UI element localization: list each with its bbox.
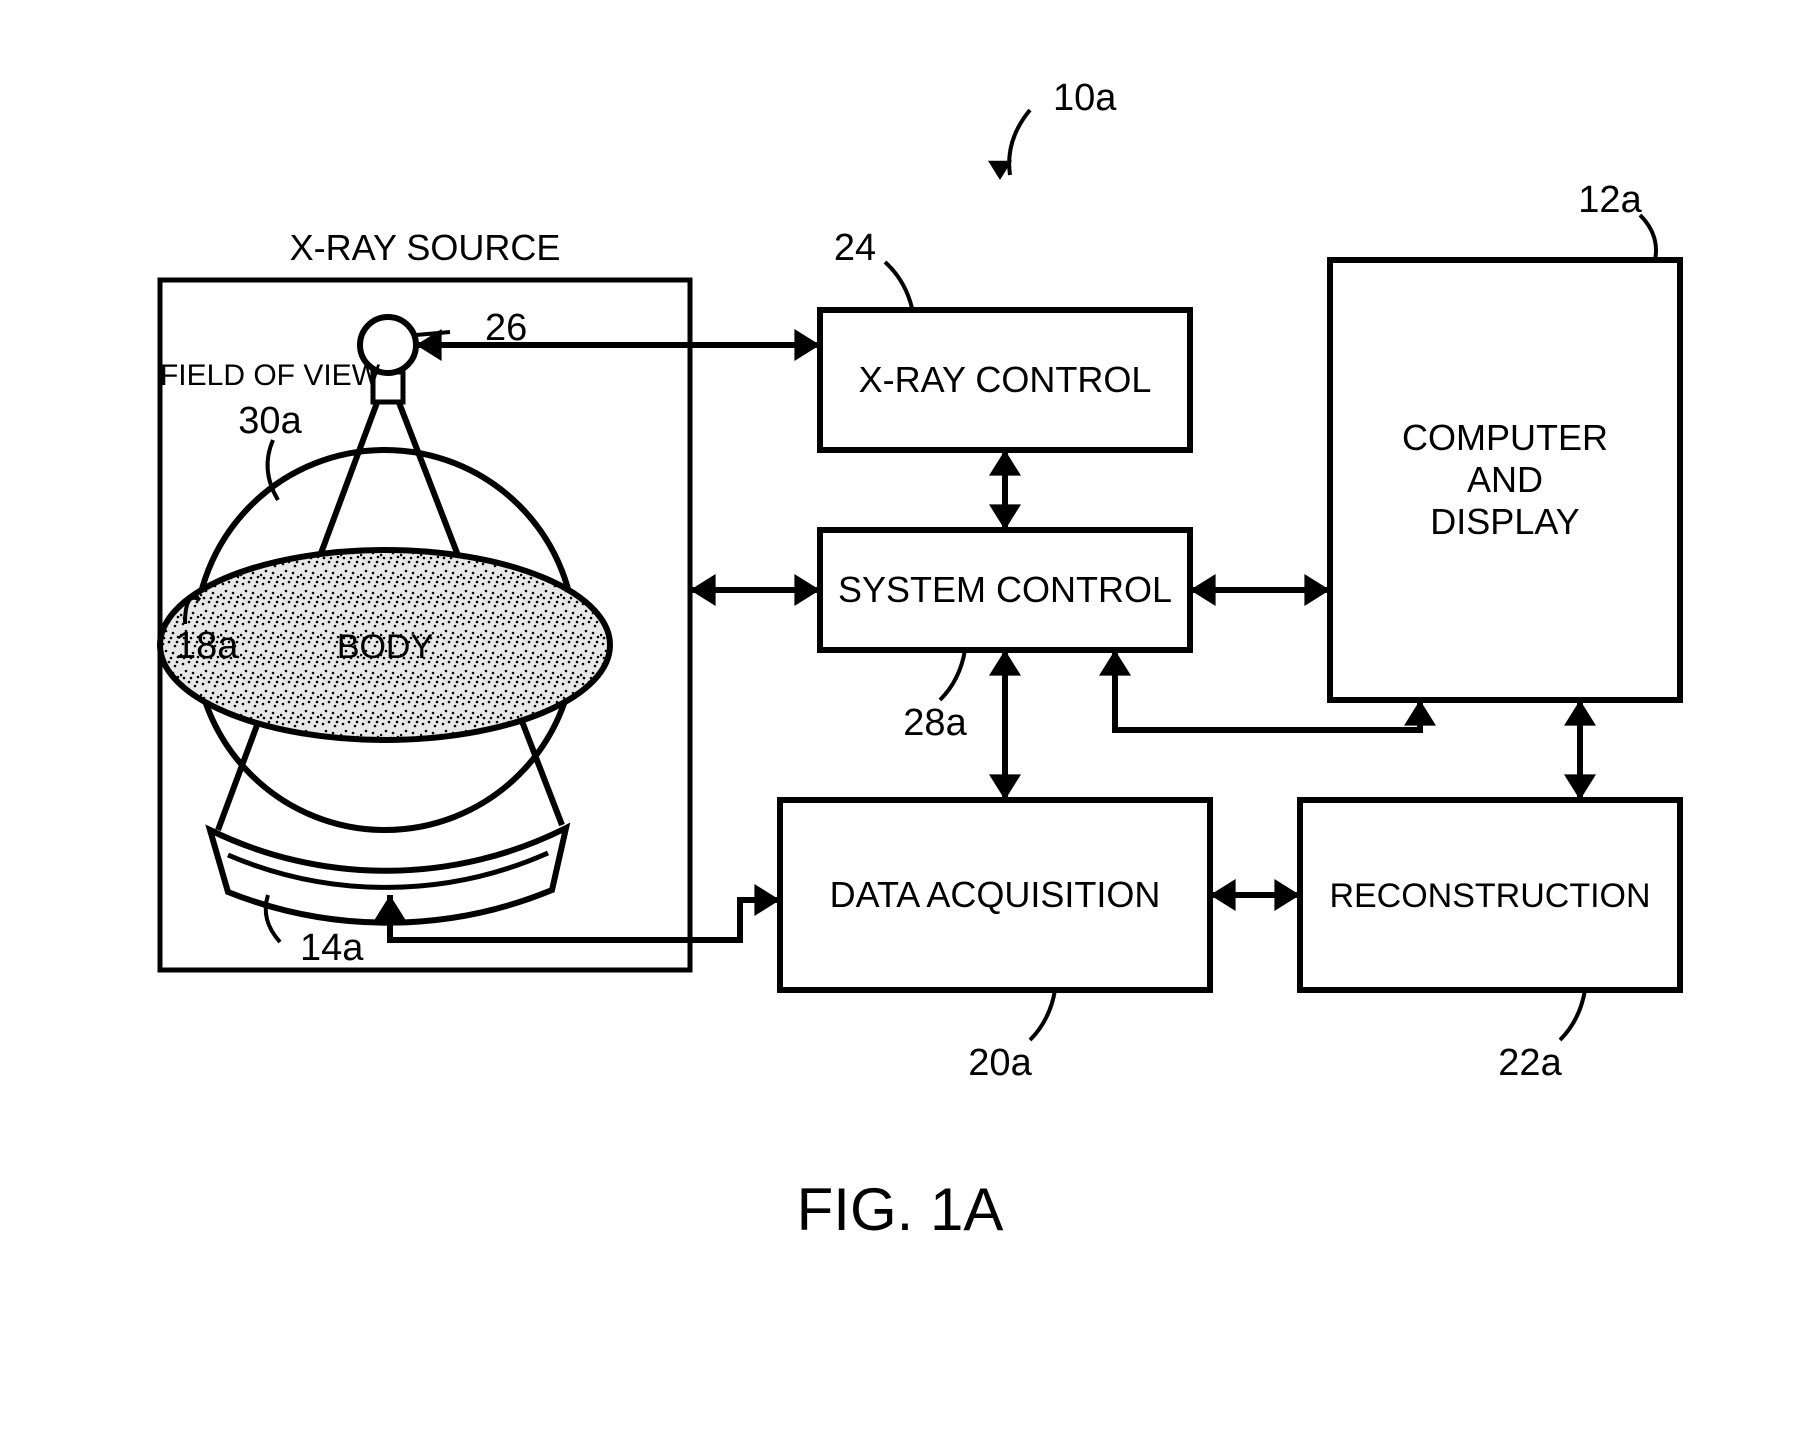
arrow-head — [1190, 574, 1216, 606]
arrow-head — [989, 774, 1021, 800]
lead-line — [1560, 990, 1585, 1040]
arrow-head — [989, 504, 1021, 530]
lead-line — [940, 650, 965, 700]
lead-line — [1009, 110, 1030, 175]
ref-label: 26 — [485, 307, 527, 349]
ref-label: 22a — [1498, 1042, 1562, 1084]
lead-line — [1640, 215, 1656, 260]
arrow-head — [794, 574, 820, 606]
computer-label-3: DISPLAY — [1430, 501, 1579, 542]
ref-label: 18a — [175, 625, 239, 667]
lead-line — [885, 262, 912, 308]
field-of-view-label: FIELD OF VIEW — [160, 359, 381, 392]
arrow-head — [989, 450, 1021, 476]
computer-label-1: COMPUTER — [1402, 417, 1608, 458]
ref-label: 12a — [1578, 179, 1642, 221]
system-control-label: SYSTEM CONTROL — [838, 569, 1172, 610]
data-acquisition-label: DATA ACQUISITION — [830, 874, 1161, 915]
arrow-head — [1099, 650, 1131, 676]
lead-line — [1030, 990, 1055, 1040]
arrow-head — [1404, 700, 1436, 726]
arrow-head — [794, 329, 820, 361]
ref-label: 24 — [834, 227, 876, 269]
computer-label-2: AND — [1467, 459, 1543, 500]
arrow-head — [1564, 700, 1596, 726]
arrow-head — [1564, 774, 1596, 800]
ref-label: 14a — [300, 927, 364, 969]
body-label: BODY — [337, 628, 433, 666]
xray-source-title: X-RAY SOURCE — [290, 227, 561, 268]
arrow-head — [754, 884, 780, 916]
ref-label: 10a — [1053, 77, 1117, 119]
reconstruction-label: RECONSTRUCTION — [1329, 877, 1650, 915]
arrow-head — [1210, 879, 1236, 911]
ref-label: 28a — [903, 702, 967, 744]
ref-label: 30a — [238, 400, 302, 442]
figure-caption: FIG. 1A — [797, 1176, 1004, 1243]
arrow-head — [1304, 574, 1330, 606]
arrow-head — [690, 574, 716, 606]
arrow-head — [1274, 879, 1300, 911]
xray-control-label: X-RAY CONTROL — [859, 359, 1152, 400]
ref-label: 20a — [968, 1042, 1032, 1084]
arrow-head — [989, 650, 1021, 676]
